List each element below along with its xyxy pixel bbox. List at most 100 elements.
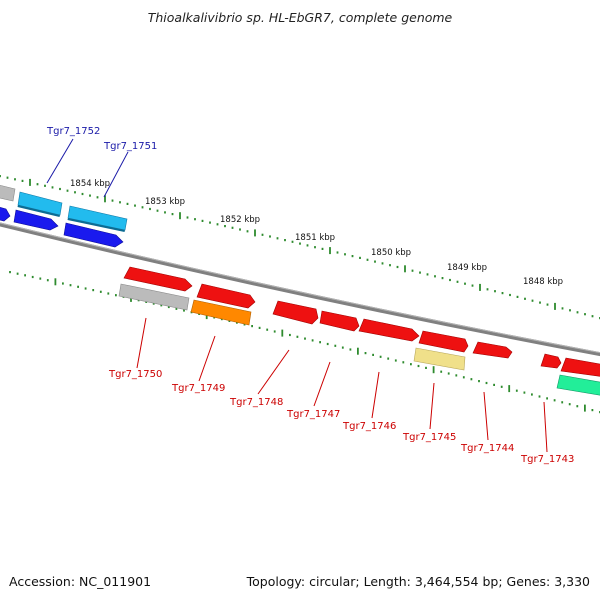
gene-feature-blue-arrow-2[interactable] (63, 222, 124, 248)
outer-scale-minor-tick (441, 277, 444, 280)
inner-scale-major-tick (357, 347, 359, 355)
outer-scale-minor-tick (276, 237, 279, 240)
outer-scale-minor-tick (584, 313, 586, 316)
outer-scale-minor-tick (486, 288, 489, 291)
gene-feature-red-6[interactable] (418, 330, 469, 353)
gene-label-tgr7-1743[interactable]: Tgr7_1743 (520, 454, 574, 465)
inner-scale-minor-tick (538, 395, 541, 398)
outer-scale-major-tick (104, 195, 106, 203)
gene-label-tgr7-1744[interactable]: Tgr7_1744 (460, 443, 514, 454)
gene-label-tgr7-1749[interactable]: Tgr7_1749 (171, 383, 225, 394)
gene-feature-red-7[interactable] (472, 341, 513, 359)
leader-line-tgr7-1750 (136, 317, 147, 369)
gene-feature-gray-edge[interactable] (0, 184, 16, 202)
inner-scale-minor-tick (553, 399, 556, 402)
outer-scale-minor-tick (314, 246, 316, 249)
gene-feature-red-9[interactable] (560, 357, 600, 377)
inner-scale-minor-tick (500, 385, 503, 388)
gene-feature-tgr7-1745[interactable] (413, 347, 466, 371)
gene-feature-red-2[interactable] (196, 283, 256, 309)
inner-scale-minor-tick (273, 330, 276, 333)
outer-strand-genes (0, 184, 128, 248)
inner-scale-minor-tick (9, 271, 11, 274)
inner-scale-minor-tick (349, 348, 352, 351)
inner-scale-minor-tick (107, 292, 110, 295)
gene-feature-red-3[interactable] (272, 300, 319, 325)
inner-scale-minor-tick (296, 335, 299, 338)
genome-summary-text: Topology: circular; Length: 3,464,554 bp… (246, 574, 590, 589)
outer-scale-major-tick (554, 302, 556, 310)
scale-labels: 1854 kbp 1853 kbp 1852 kbp 1851 kbp 1850… (70, 179, 563, 287)
inner-scale-minor-tick (24, 274, 26, 277)
genome-backbone-highlight (0, 222, 600, 354)
outer-scale-minor-tick (284, 239, 286, 242)
inner-scale-minor-tick (341, 346, 344, 349)
outer-scale-minor-tick (434, 275, 436, 278)
gene-feature-tgr7-1749[interactable] (190, 299, 252, 326)
scale-label-1854: 1854 kbp (70, 179, 110, 189)
inner-scale-minor-tick (568, 403, 571, 406)
gene-feature-blue-arrow-1[interactable] (13, 209, 59, 231)
inner-scale-major-tick (432, 366, 435, 374)
outer-scale-minor-tick (389, 264, 391, 267)
inner-scale-minor-tick (478, 380, 480, 383)
inner-scale-minor-tick (523, 391, 526, 394)
inner-scale-minor-tick (425, 366, 427, 369)
gene-feature-tgr7-1750[interactable] (118, 283, 190, 311)
outer-scale-minor-tick (524, 297, 526, 300)
outer-scale-minor-tick (224, 225, 226, 228)
inner-scale-major-tick (281, 329, 284, 337)
inner-scale-minor-tick (394, 359, 397, 362)
gene-label-tgr7-1745[interactable]: Tgr7_1745 (402, 432, 456, 443)
gene-feature-tgr7-1752-shade (17, 205, 60, 217)
gene-feature-red-1[interactable] (123, 266, 193, 292)
outer-scale-minor-tick (336, 251, 339, 254)
inner-scale-major-tick (584, 404, 586, 412)
gene-label-tgr7-1746[interactable]: Tgr7_1746 (342, 421, 396, 432)
accession-text: Accession: NC_011901 (9, 574, 151, 589)
gene-label-tgr7-1750[interactable]: Tgr7_1750 (108, 369, 162, 380)
gene-label-tgr7-1751[interactable]: Tgr7_1751 (103, 141, 157, 152)
outer-scale-minor-tick (209, 221, 211, 224)
outer-scale-major-tick (254, 229, 256, 237)
outer-scale-minor-tick (171, 213, 174, 216)
outer-scale-minor-tick (576, 311, 579, 314)
gene-feature-red-5[interactable] (358, 318, 420, 342)
inner-scale-minor-tick (251, 325, 253, 328)
outer-scale-minor-tick (14, 178, 16, 181)
outer-scale-minor-tick (501, 292, 504, 295)
inner-scale-ticks (9, 271, 600, 414)
outer-scale-minor-tick (126, 202, 129, 205)
outer-scale-minor-tick (186, 216, 189, 219)
gene-feature-red-4[interactable] (319, 310, 360, 332)
outer-scale-minor-tick (494, 290, 496, 293)
gene-feature-blue-edge[interactable] (0, 206, 11, 222)
inner-scale-minor-tick (531, 393, 533, 396)
inner-scale-minor-tick (175, 307, 178, 310)
inner-scale-minor-tick (387, 357, 390, 360)
inner-scale-minor-tick (455, 374, 458, 377)
gene-label-tgr7-1747[interactable]: Tgr7_1747 (286, 409, 340, 420)
outer-scale-minor-tick (134, 204, 136, 207)
outer-scale-minor-tick (381, 262, 384, 265)
outer-scale-major-tick (29, 178, 31, 186)
inner-scale-minor-tick (364, 352, 367, 355)
gene-feature-red-8[interactable] (540, 353, 562, 369)
inner-scale-minor-tick (417, 364, 420, 368)
outer-scale-minor-tick (351, 255, 354, 258)
gene-label-tgr7-1748[interactable]: Tgr7_1748 (229, 397, 283, 408)
outer-scale-minor-tick (516, 295, 519, 298)
outer-scale-minor-tick (456, 280, 459, 283)
gene-feature-tgr7-1743[interactable] (556, 374, 600, 396)
gene-label-tgr7-1752[interactable]: Tgr7_1752 (46, 126, 100, 137)
scale-label-1851: 1851 kbp (295, 233, 335, 243)
outer-scale-minor-tick (471, 284, 474, 287)
inner-scale-minor-tick (39, 277, 42, 280)
gene-feature-tgr7-1751-shade (67, 218, 125, 232)
outer-scale-minor-tick (6, 176, 9, 179)
outer-scale-minor-tick (396, 265, 399, 269)
inner-scale-minor-tick (92, 289, 95, 292)
inner-scale-minor-tick (379, 355, 382, 358)
outer-scale-minor-tick (0, 175, 1, 178)
